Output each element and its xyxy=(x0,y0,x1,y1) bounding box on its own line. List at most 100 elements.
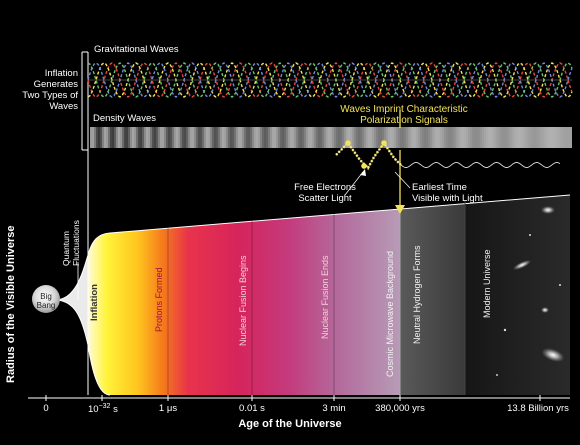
density-band xyxy=(112,127,114,148)
density-band xyxy=(184,127,186,148)
density-band xyxy=(278,127,280,148)
density-band xyxy=(304,127,306,148)
density-band xyxy=(514,127,516,148)
density-waves-label: Density Waves xyxy=(93,113,156,124)
x-axis-label: Age of the Universe xyxy=(238,418,342,430)
density-band xyxy=(282,127,284,148)
tick-label-13-8-billion-years: 13.8 Billion yrs xyxy=(507,403,569,414)
density-band xyxy=(346,127,348,148)
density-band xyxy=(136,127,138,148)
tick-label-microsecond: 1 μs xyxy=(158,403,178,414)
density-band xyxy=(456,127,458,148)
photon-scatter-path xyxy=(335,140,561,171)
tick-label-0: 0 xyxy=(43,403,49,414)
density-band xyxy=(124,127,126,148)
density-band xyxy=(296,127,298,148)
density-band xyxy=(490,127,492,148)
density-band xyxy=(522,127,524,148)
epoch-funnel xyxy=(55,195,570,395)
gravitational-waves-label: Gravitational Waves xyxy=(94,44,179,55)
density-band xyxy=(256,127,258,148)
density-band xyxy=(316,127,318,148)
density-band xyxy=(204,127,206,148)
density-band xyxy=(116,127,118,148)
density-band xyxy=(362,127,364,148)
density-band xyxy=(492,127,494,148)
density-band xyxy=(210,127,212,148)
density-band xyxy=(502,127,504,148)
density-band xyxy=(168,127,170,148)
density-band xyxy=(258,127,260,148)
density-band xyxy=(562,127,564,148)
density-band xyxy=(560,127,562,148)
density-band xyxy=(394,127,396,148)
density-band xyxy=(166,127,168,148)
density-band xyxy=(218,127,220,148)
density-band xyxy=(542,127,544,148)
density-band xyxy=(496,127,498,148)
density-band xyxy=(370,127,372,148)
epoch-modern-universe: Modern Universe xyxy=(482,249,492,318)
free-electrons-label: Free Electrons Scatter Light xyxy=(294,182,356,204)
density-band xyxy=(450,127,452,148)
density-band xyxy=(368,127,370,148)
density-band xyxy=(438,127,440,148)
density-band xyxy=(460,127,462,148)
gravitational-wave-line xyxy=(87,62,573,98)
density-band xyxy=(230,127,232,148)
density-band xyxy=(154,127,156,148)
density-band xyxy=(478,127,480,148)
density-band xyxy=(488,127,490,148)
density-band xyxy=(468,127,470,148)
density-band xyxy=(454,127,456,148)
density-band xyxy=(352,127,354,148)
density-band xyxy=(444,127,446,148)
density-band xyxy=(264,127,266,148)
tick-label-380000-years: 380,000 yrs xyxy=(375,403,425,414)
density-band xyxy=(226,127,228,148)
density-band xyxy=(248,127,250,148)
density-band xyxy=(498,127,500,148)
y-axis-label: Radius of the Visible Universe xyxy=(5,225,17,383)
density-band xyxy=(244,127,246,148)
density-band xyxy=(288,127,290,148)
density-band xyxy=(308,127,310,148)
density-band xyxy=(462,127,464,148)
density-band xyxy=(486,127,488,148)
tick-label-planck: 10−32 s xyxy=(88,403,118,416)
density-band xyxy=(178,127,180,148)
density-band xyxy=(146,127,148,148)
density-band xyxy=(242,127,244,148)
density-band xyxy=(552,127,554,148)
density-band xyxy=(228,127,230,148)
density-band xyxy=(120,127,122,148)
density-band xyxy=(130,127,132,148)
density-band xyxy=(376,127,378,148)
density-band xyxy=(506,127,508,148)
density-band xyxy=(476,127,478,148)
density-band xyxy=(518,127,520,148)
density-band xyxy=(546,127,548,148)
density-band xyxy=(142,127,144,148)
density-band xyxy=(164,127,166,148)
density-band xyxy=(458,127,460,148)
density-band xyxy=(92,127,94,148)
density-band xyxy=(336,127,338,148)
density-band xyxy=(532,127,534,148)
quantum-fluctuations-label: Quantum Fluctuations xyxy=(61,220,81,266)
density-band xyxy=(406,127,408,148)
density-band xyxy=(374,127,376,148)
density-band xyxy=(464,127,466,148)
density-band xyxy=(322,127,324,148)
density-band xyxy=(262,127,264,148)
density-band xyxy=(224,127,226,148)
density-band xyxy=(524,127,526,148)
density-band xyxy=(310,127,312,148)
density-band xyxy=(556,127,558,148)
density-band xyxy=(388,127,390,148)
density-band xyxy=(158,127,160,148)
gravitational-wave-line xyxy=(87,62,573,98)
density-band xyxy=(364,127,366,148)
density-band xyxy=(132,127,134,148)
